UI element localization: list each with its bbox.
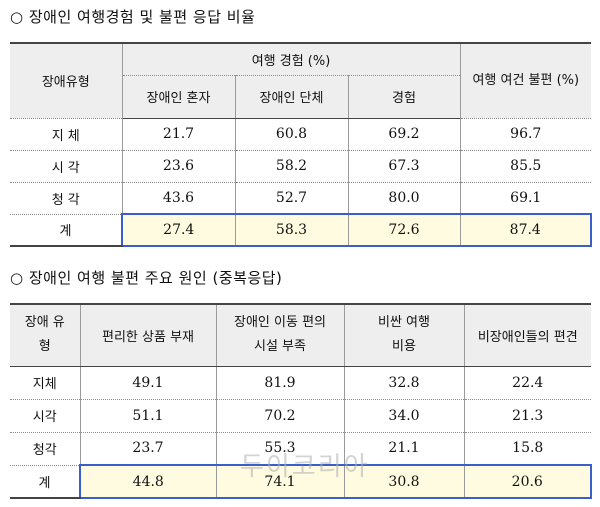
col-header-experienced: 경험 [347, 74, 461, 119]
table-cell: 87.4 [459, 213, 593, 247]
travel-experience-table: 장애유형 여행 경험 (%) 여행 여건 불편 (%) 장애인 혼자 장애인 단… [10, 42, 593, 247]
col-header-cost: 비싼 여행비용 [343, 303, 465, 367]
col-header-prejudice: 비장애인들의 편견 [463, 303, 591, 367]
table-cell: 72.6 [347, 213, 461, 247]
table-cell: 44.8 [79, 464, 217, 499]
table-cell: 58.3 [234, 213, 349, 247]
table-cell: 43.6 [121, 181, 236, 215]
table-row: 시 각 23.6 58.2 67.3 85.5 [10, 149, 592, 183]
table-row: 지 체 21.7 60.8 69.2 96.7 [10, 117, 592, 151]
col-header-inconvenience: 여행 여건 불편 (%) [459, 42, 592, 119]
table-row: 지체 49.1 81.9 32.8 22.4 [10, 365, 591, 400]
table-row-total: 계 44.8 74.1 30.8 20.6 [10, 464, 592, 499]
table-cell: 69.1 [459, 181, 592, 215]
row-label: 시 각 [10, 149, 123, 183]
table-cell: 34.0 [343, 398, 465, 433]
col-header-type: 장애유형 [10, 42, 123, 119]
table-cell: 21.7 [121, 117, 236, 151]
table-cell: 60.8 [234, 117, 349, 151]
table-cell: 20.6 [463, 464, 592, 499]
table-cell: 58.2 [234, 149, 349, 183]
section1-heading: ○ 장애인 여행경험 및 불편 응답 비율 [10, 8, 256, 26]
row-label: 계 [10, 464, 81, 499]
table-row: 청 각 43.6 52.7 80.0 69.1 [10, 181, 592, 215]
table-cell: 30.8 [343, 464, 465, 499]
table-row-total: 계 27.4 58.3 72.6 87.4 [10, 213, 593, 247]
table-cell: 23.6 [121, 149, 236, 183]
table-cell: 80.0 [347, 181, 461, 215]
row-label: 지체 [10, 365, 81, 400]
table-cell: 27.4 [121, 213, 236, 247]
col-header-alone: 장애인 혼자 [121, 74, 236, 119]
watermark: 두이코리아 [240, 452, 370, 482]
section2-heading: ○ 장애인 여행 불편 주요 원인 (중복응답) [10, 269, 283, 287]
col-header-facilities: 장애인 이동 편의시설 부족 [215, 303, 345, 367]
table-cell: 32.8 [343, 365, 465, 400]
row-label: 청 각 [10, 181, 123, 215]
table-row: 시각 51.1 70.2 34.0 21.3 [10, 398, 591, 433]
table-cell: 67.3 [347, 149, 461, 183]
table-cell: 85.5 [459, 149, 592, 183]
row-label: 시각 [10, 398, 81, 433]
table-cell: 21.1 [343, 431, 465, 466]
table-cell: 81.9 [215, 365, 345, 400]
row-label: 청각 [10, 431, 81, 466]
table-cell: 96.7 [459, 117, 592, 151]
table-cell: 49.1 [79, 365, 217, 400]
col-header-group: 장애인 단체 [234, 74, 349, 119]
table-cell: 52.7 [234, 181, 349, 215]
table-cell: 22.4 [463, 365, 591, 400]
inconvenience-causes-table: 장애 유형 편리한 상품 부재 장애인 이동 편의시설 부족 비싼 여행비용 비… [10, 303, 592, 499]
col-header-no-product: 편리한 상품 부재 [79, 303, 217, 367]
table-cell: 23.7 [79, 431, 217, 466]
table-cell: 74.1 [215, 464, 345, 499]
table-cell: 15.8 [463, 431, 591, 466]
table-cell: 70.2 [215, 398, 345, 433]
table-cell: 51.1 [79, 398, 217, 433]
table-cell: 69.2 [347, 117, 461, 151]
row-label: 계 [10, 213, 123, 247]
table-cell: 21.3 [463, 398, 591, 433]
col-header-experience-group: 여행 경험 (%) [121, 42, 461, 76]
col-header-type: 장애 유형 [10, 303, 81, 367]
row-label: 지 체 [10, 117, 123, 151]
